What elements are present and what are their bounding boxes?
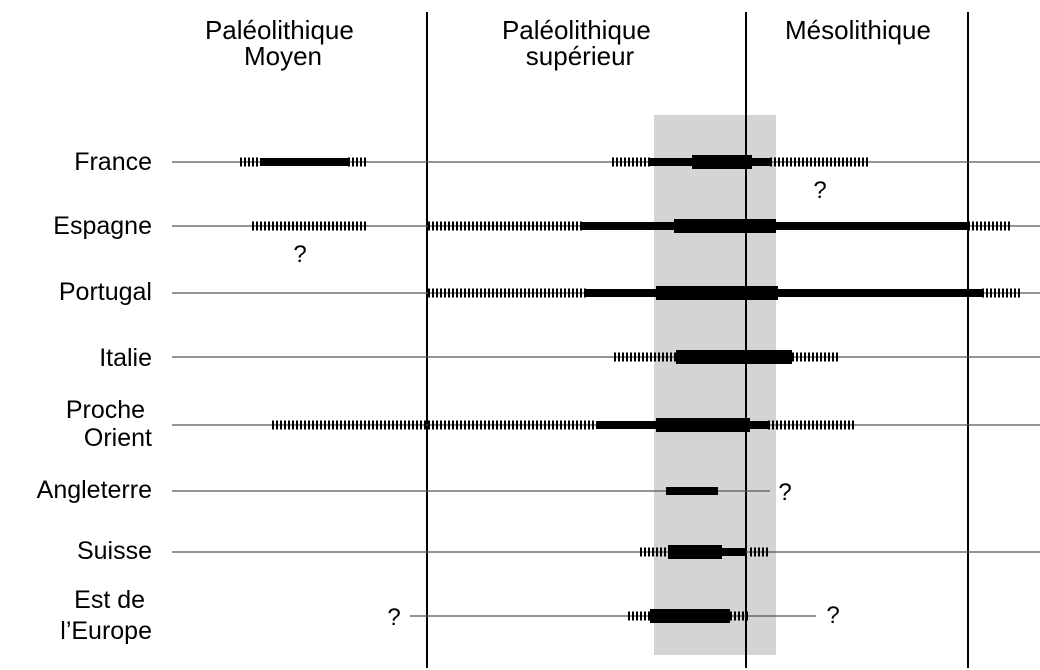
region-label-portugal: Portugal <box>59 278 152 306</box>
timeline-bars <box>172 155 1040 623</box>
question-mark-est-europe-left: ? <box>387 604 400 631</box>
region-label-proche-orient: Proche Orient <box>66 396 152 452</box>
question-mark-espagne: ? <box>293 241 306 268</box>
question-mark-est-europe-right: ? <box>826 602 839 629</box>
region-label-espagne: Espagne <box>53 212 152 240</box>
period-label-paleolithique-superieur: Paléolithique supérieur <box>502 15 658 71</box>
period-label-mesolithique: Mésolithique <box>785 15 931 45</box>
period-label-paleolithique-moyen: Paléolithique Moyen <box>205 15 361 71</box>
period-boundaries <box>426 12 969 668</box>
highlight-band <box>654 115 776 655</box>
region-label-angleterre: Angleterre <box>37 476 152 504</box>
question-mark-angleterre: ? <box>778 479 791 506</box>
region-label-france: France <box>74 148 152 176</box>
region-label-suisse: Suisse <box>77 537 152 565</box>
region-label-italie: Italie <box>99 344 152 372</box>
question-mark-france: ? <box>813 177 826 204</box>
region-label-est-europe: Est de l’Europe <box>60 586 152 645</box>
